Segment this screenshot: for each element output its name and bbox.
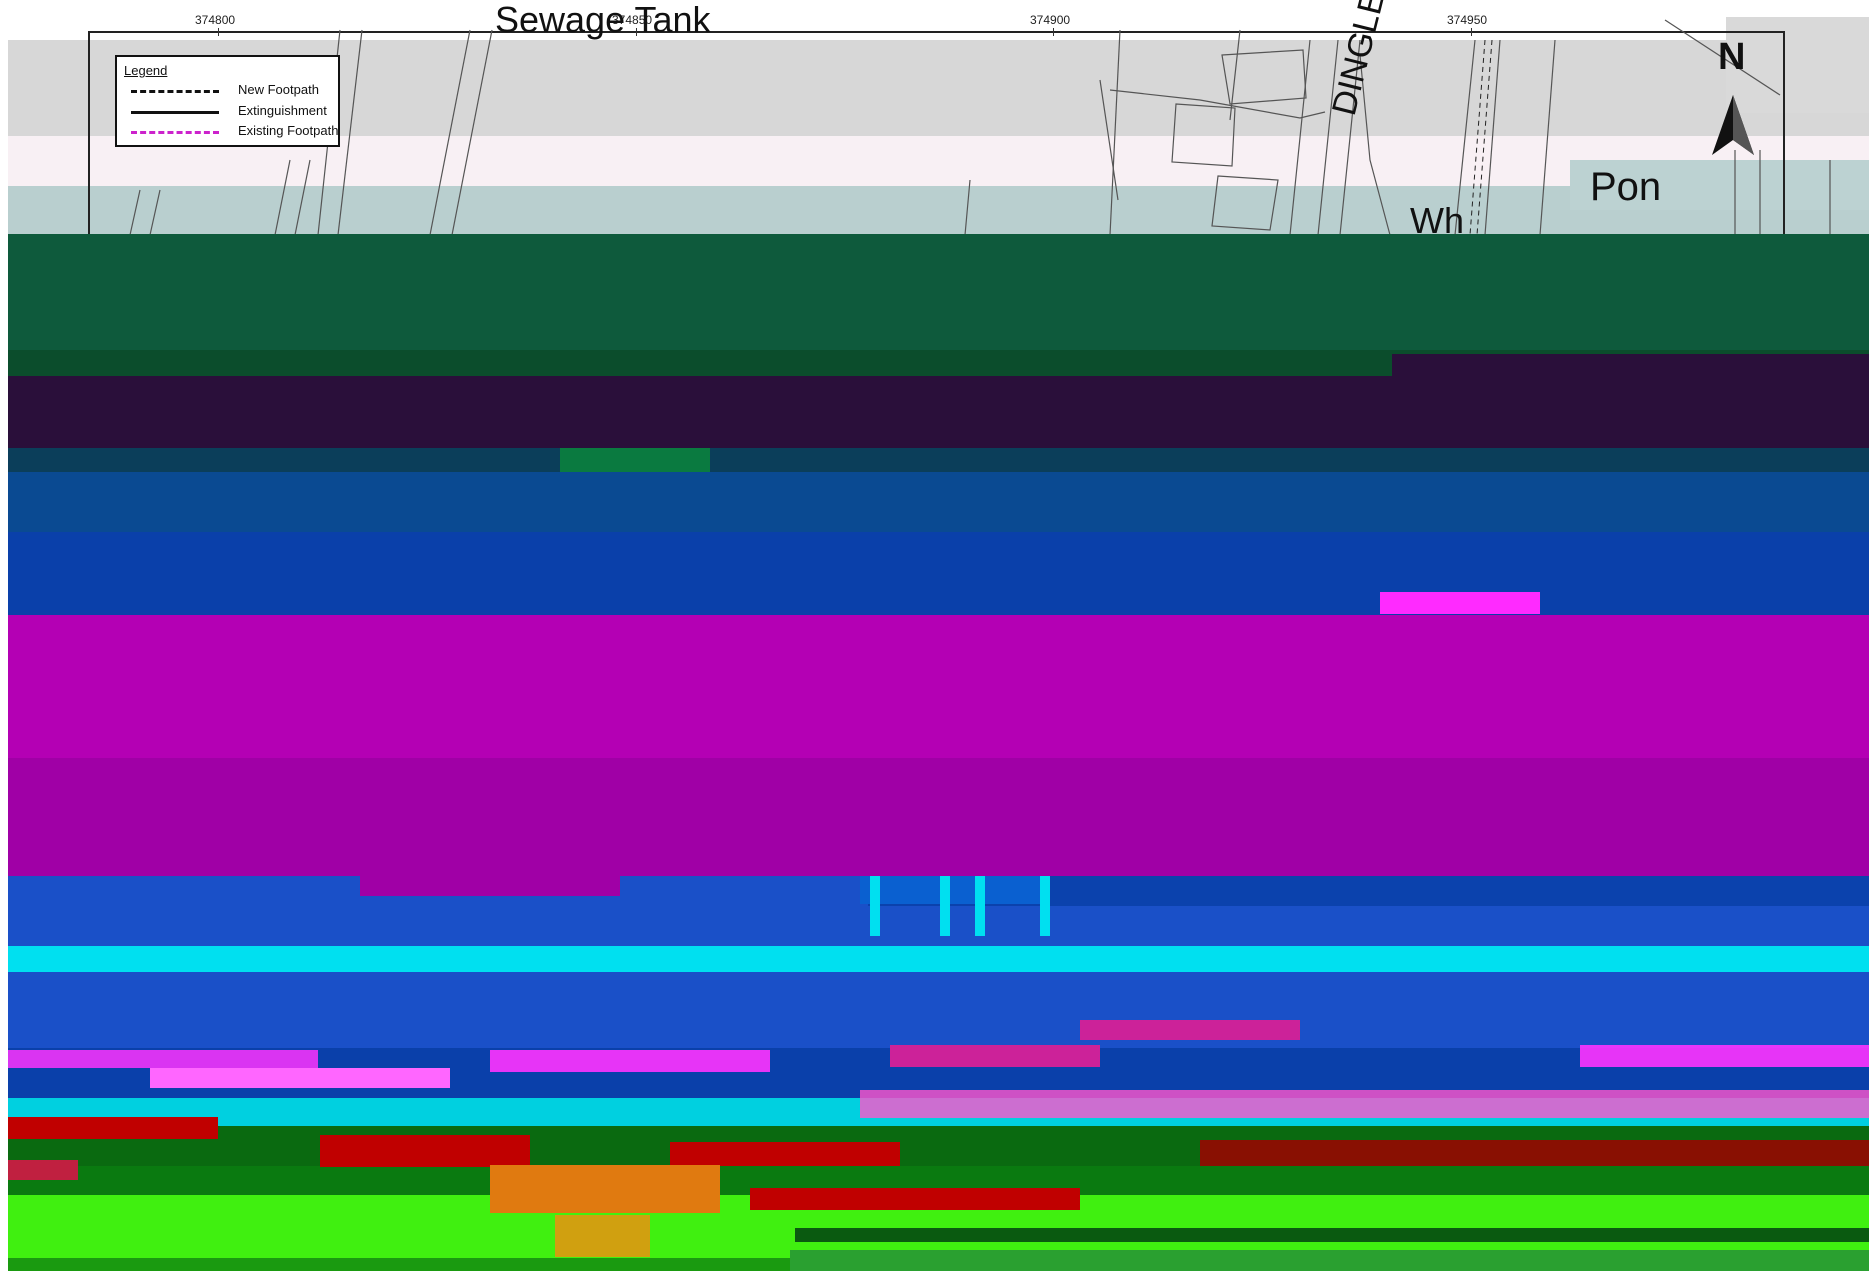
noise-patch bbox=[890, 1045, 1100, 1067]
dashed-line-icon bbox=[131, 90, 219, 93]
corruption-band bbox=[8, 472, 1869, 532]
solid-line-icon bbox=[131, 111, 219, 114]
noise-patch bbox=[150, 1068, 450, 1088]
noise-patch bbox=[1200, 1140, 1869, 1166]
noise-patch bbox=[555, 1215, 650, 1257]
noise-patch bbox=[870, 876, 880, 936]
legend-title: Legend bbox=[124, 63, 168, 78]
corruption-band bbox=[8, 532, 1869, 616]
map-canvas: 374800 374850 374900 374950 Sewage Tank … bbox=[0, 0, 1869, 241]
corruption-band bbox=[8, 615, 1869, 760]
corruption-band bbox=[8, 758, 1869, 878]
noise-patch bbox=[1040, 876, 1050, 936]
noise-patch bbox=[670, 1142, 900, 1166]
noise-patch bbox=[1080, 1020, 1300, 1040]
legend-item-extinguishment: Extinguishment bbox=[131, 103, 336, 121]
easting-tick bbox=[218, 28, 219, 36]
noise-patch bbox=[560, 448, 710, 472]
noise-patch bbox=[8, 1160, 78, 1180]
map-gray-band bbox=[8, 186, 1869, 234]
legend-item-existing-footpath: Existing Footpath bbox=[131, 123, 339, 141]
easting-label: 374950 bbox=[1447, 13, 1488, 27]
noise-patch bbox=[975, 876, 985, 936]
noise-patch bbox=[320, 1135, 530, 1167]
corruption-band bbox=[8, 376, 1869, 448]
map-legend: Legend New Footpath Extinguishment Exist… bbox=[115, 55, 340, 147]
corruption-band bbox=[8, 946, 1869, 972]
legend-item-new-footpath: New Footpath bbox=[131, 82, 336, 100]
easting-label: 374800 bbox=[195, 13, 236, 27]
corruption-band bbox=[8, 234, 1869, 354]
noise-patch bbox=[790, 1250, 1869, 1271]
legend-item-label: Existing Footpath bbox=[238, 123, 339, 138]
noise-patch bbox=[8, 1050, 318, 1068]
corruption-band bbox=[8, 972, 1869, 1052]
legend-item-label: New Footpath bbox=[238, 82, 319, 97]
legend-item-label: Extinguishment bbox=[238, 103, 327, 118]
map-gray-band bbox=[1570, 160, 1869, 210]
easting-tick bbox=[636, 28, 637, 36]
noise-patch bbox=[490, 1050, 770, 1072]
easting-tick bbox=[1471, 28, 1472, 36]
noise-patch bbox=[490, 1165, 720, 1213]
noise-patch bbox=[860, 1090, 1869, 1118]
easting-label: 374900 bbox=[1030, 13, 1071, 27]
map-linework bbox=[88, 19, 1831, 235]
noise-patch bbox=[860, 876, 1050, 904]
noise-patch bbox=[1580, 1045, 1869, 1067]
noise-patch bbox=[1380, 592, 1540, 614]
noise-patch bbox=[360, 876, 620, 896]
noise-patch bbox=[8, 1117, 218, 1139]
noise-patch bbox=[795, 1228, 1869, 1242]
corruption-band bbox=[8, 448, 1869, 472]
north-arrow-label: N bbox=[1718, 36, 1746, 78]
easting-label: 374850 bbox=[612, 13, 653, 27]
magenta-dashed-line-icon bbox=[131, 131, 219, 134]
noise-patch bbox=[750, 1188, 1080, 1210]
corruption-band bbox=[1392, 354, 1869, 378]
noise-patch bbox=[940, 876, 950, 936]
pond-label: Pon bbox=[1590, 165, 1662, 209]
easting-tick bbox=[1053, 28, 1054, 36]
sewage-tank-label: Sewage Tank bbox=[495, 0, 711, 40]
